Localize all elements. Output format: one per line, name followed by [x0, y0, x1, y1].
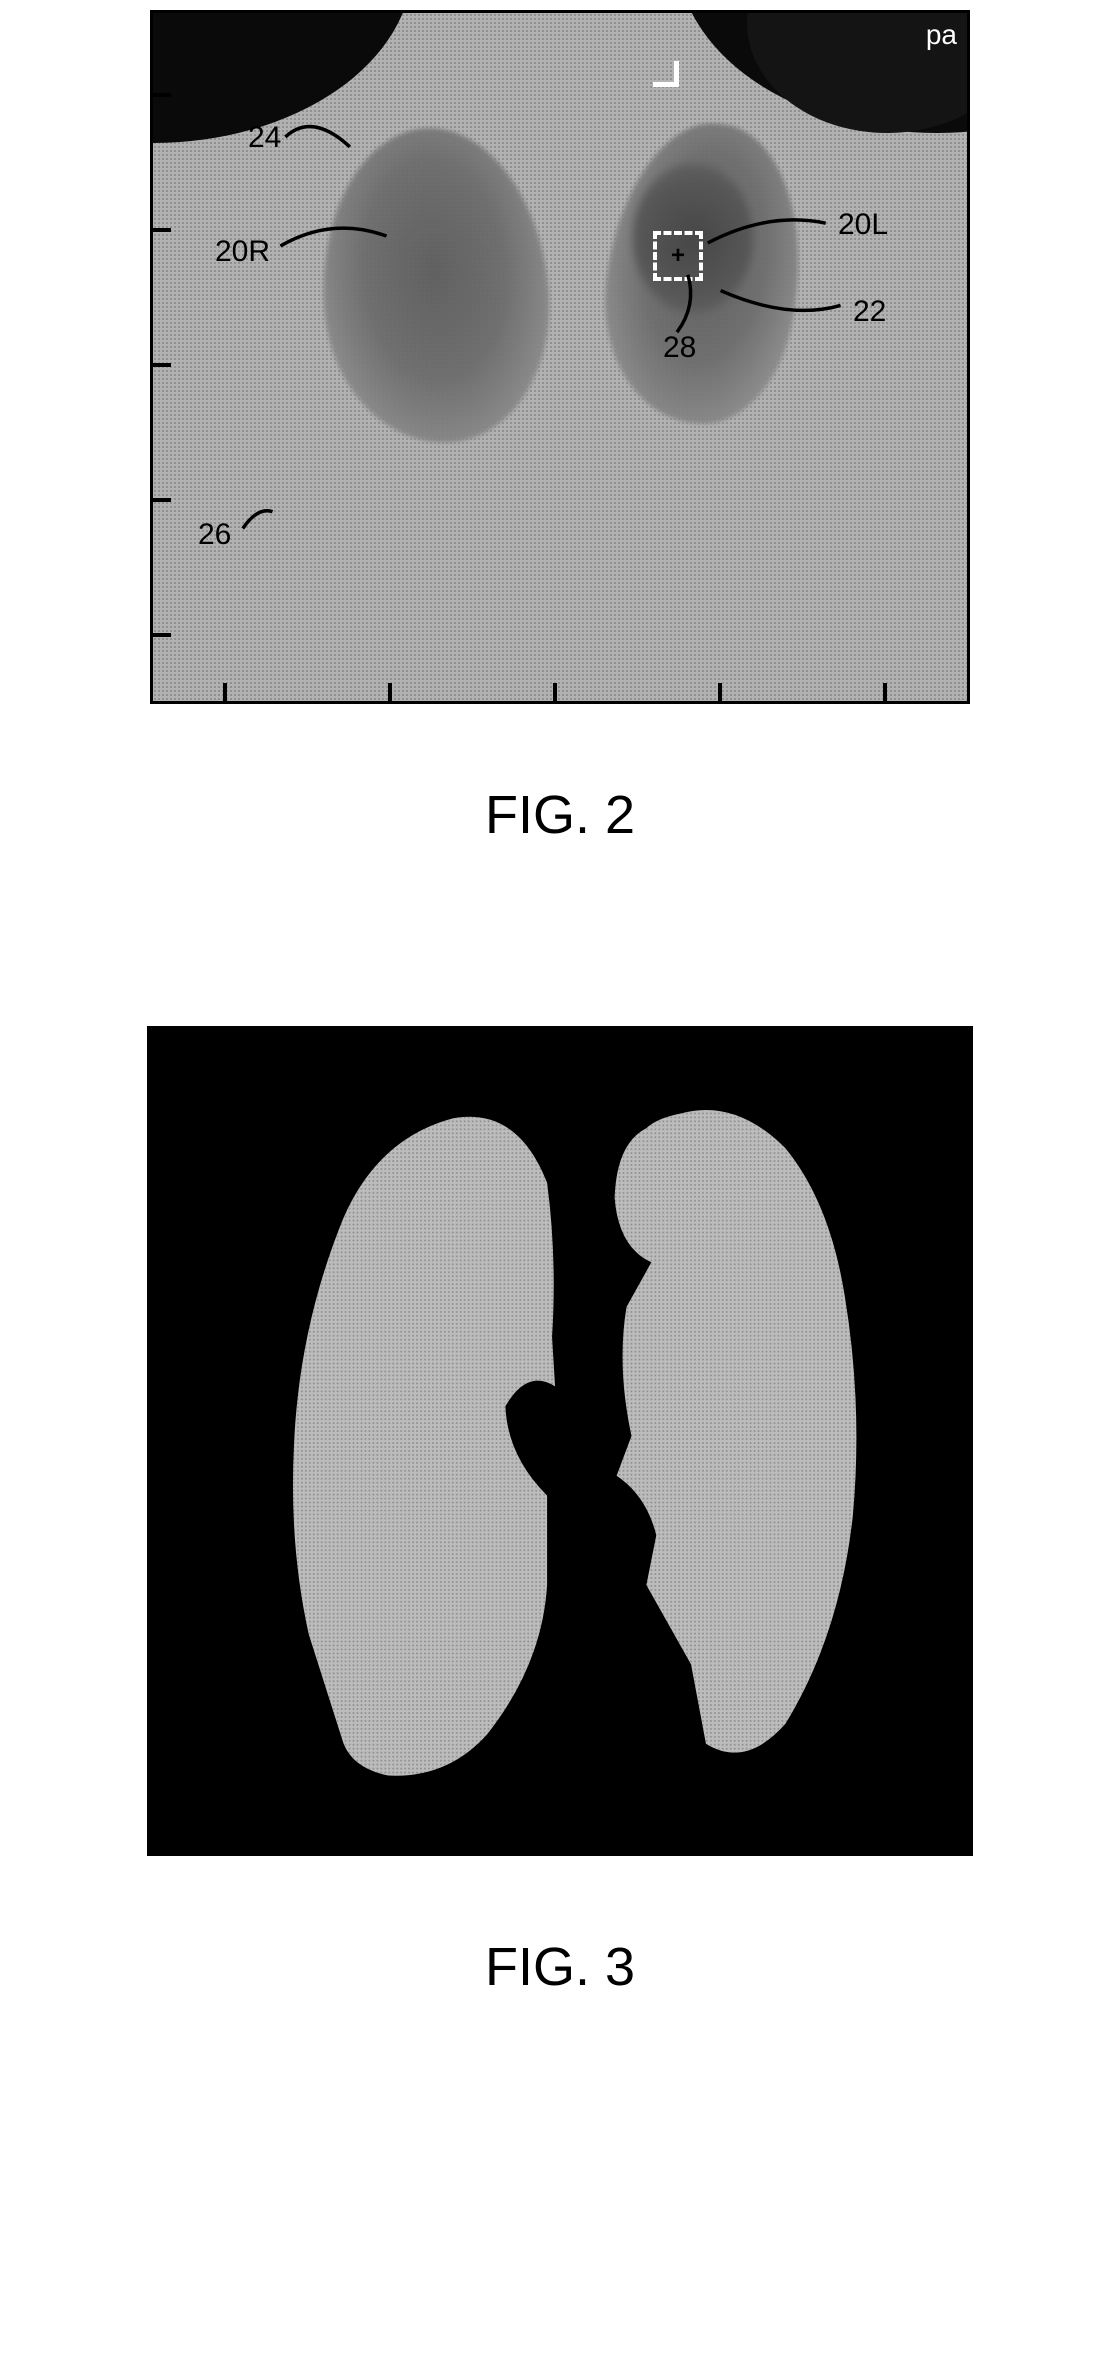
- axis-tick: [153, 228, 171, 232]
- roi-plus-icon: +: [671, 244, 685, 268]
- axis-tick: [883, 683, 887, 701]
- right-lung-shape: [293, 1117, 555, 1776]
- axis-tick: [718, 683, 722, 701]
- axis-tick: [153, 633, 171, 637]
- axis-tick: [553, 683, 557, 701]
- figure-2-caption: FIG. 2: [485, 784, 635, 846]
- axis-tick: [153, 93, 171, 97]
- figure-3: FIG. 3: [147, 1026, 973, 1998]
- axis-tick: [223, 683, 227, 701]
- roi-box: +: [653, 231, 703, 281]
- figure-3-caption: FIG. 3: [485, 1936, 635, 1998]
- axis-tick: [388, 683, 392, 701]
- annotation-label-22: 22: [853, 295, 886, 329]
- annotation-label-24: 24: [248, 121, 281, 155]
- figure-3-image: [147, 1026, 973, 1856]
- figure-2-image: pa +: [150, 10, 970, 704]
- annotation-label-20l: 20L: [838, 208, 888, 242]
- axis-tick: [153, 363, 171, 367]
- annotation-label-20r: 20R: [215, 235, 270, 269]
- bracket-marker: [653, 61, 679, 87]
- pa-corner-label: pa: [926, 19, 957, 51]
- left-lung-shape: [615, 1110, 857, 1753]
- lung-segmentation-svg: [150, 1029, 970, 1853]
- figure-2: pa +: [150, 10, 970, 846]
- annotation-label-28: 28: [663, 331, 696, 365]
- axis-tick: [153, 498, 171, 502]
- annotation-label-26: 26: [198, 518, 231, 552]
